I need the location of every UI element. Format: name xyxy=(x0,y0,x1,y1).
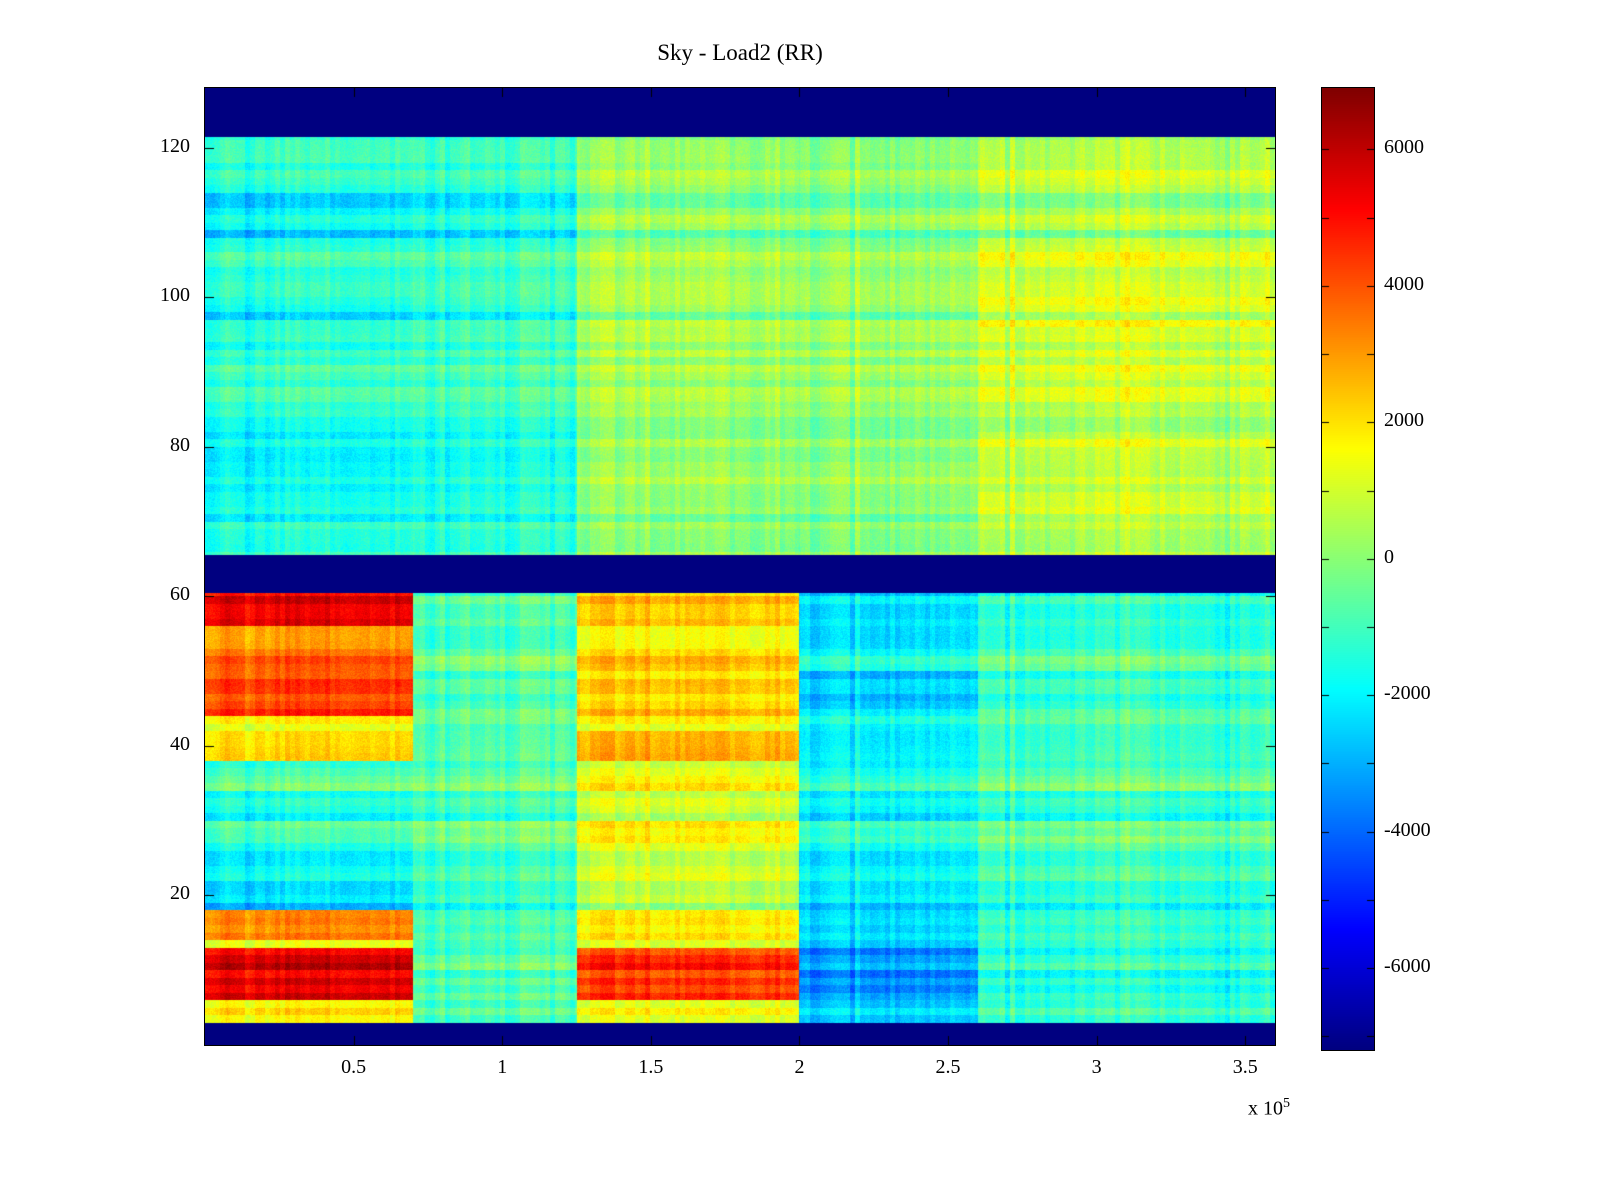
y-tick-label: 100 xyxy=(160,284,190,307)
colorbar-tick-label: -6000 xyxy=(1384,955,1431,978)
y-tick-label: 80 xyxy=(170,433,190,456)
x-tick-label: 0.5 xyxy=(341,1056,367,1078)
y-tick-label: 60 xyxy=(170,583,190,606)
x-tick-label: 3.5 xyxy=(1232,1056,1258,1078)
x-axis-exponent-label: x 105 xyxy=(1150,1096,1290,1121)
colorbar-tick-label: -2000 xyxy=(1384,682,1431,705)
colorbar-tick-label: 2000 xyxy=(1384,409,1424,432)
x-tick-label: 3 xyxy=(1091,1056,1102,1078)
plot-title: Sky - Load2 (RR) xyxy=(657,40,823,65)
colorbar-tick-label: 4000 xyxy=(1384,272,1424,295)
colorbar-tick-label: 6000 xyxy=(1384,136,1424,159)
x-axis-exponent-value: 5 xyxy=(1283,1096,1290,1111)
x-tick-label: 2.5 xyxy=(935,1056,961,1078)
x-tick-label: 2 xyxy=(794,1056,805,1078)
x-tick-label: 1.5 xyxy=(638,1056,664,1078)
colorbar-tick-label: 0 xyxy=(1384,545,1394,568)
x-tick-label: 1 xyxy=(497,1056,508,1078)
y-tick-label: 40 xyxy=(170,732,190,755)
colorbar-tick-label: -4000 xyxy=(1384,818,1431,841)
heatmap-canvas xyxy=(204,87,1276,1046)
y-tick-label: 20 xyxy=(170,882,190,905)
colorbar-canvas xyxy=(1321,87,1375,1051)
y-tick-label: 120 xyxy=(160,134,190,157)
x-axis-exponent-prefix: x 10 xyxy=(1248,1097,1283,1120)
